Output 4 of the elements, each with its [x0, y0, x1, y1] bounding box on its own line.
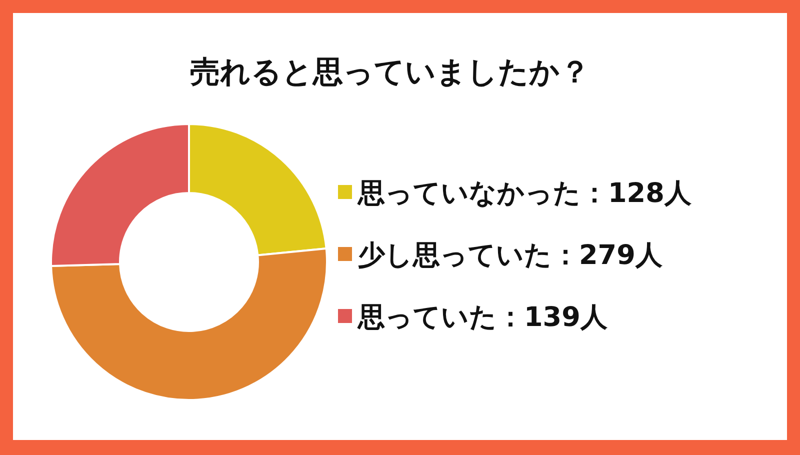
legend-label: 少し思っていた：279人 [358, 240, 664, 271]
legend-label: 思っていた：139人 [357, 302, 608, 333]
chart-title: 売れると思っていましたか？ [190, 55, 590, 90]
legend-label: 思っていなかった：128人 [357, 178, 692, 209]
